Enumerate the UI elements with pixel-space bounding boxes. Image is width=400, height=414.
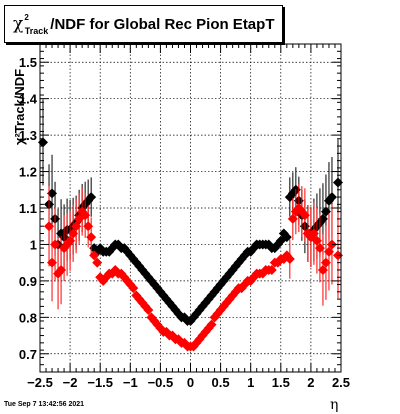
x-tick-label: 2 — [307, 375, 314, 390]
chart-title: χ2 Track/NDF for Global Rec Pion EtapT — [13, 13, 275, 36]
red-series-point — [71, 221, 82, 232]
x-axis-label: η — [330, 397, 339, 413]
red-series-point — [314, 243, 325, 254]
red-series-point — [80, 210, 91, 221]
red-series-point — [287, 213, 298, 224]
title-subscript: Track — [24, 26, 49, 36]
black-series-point — [38, 137, 49, 148]
red-series-point — [320, 257, 331, 268]
title-superscript: 2 — [24, 13, 29, 22]
black-series-point — [326, 192, 337, 203]
y-tick-label: 1.5 — [19, 55, 37, 70]
red-series-point — [44, 221, 55, 232]
red-series-point — [323, 246, 334, 257]
y-tick-label: 0.7 — [19, 347, 37, 362]
title-text: /NDF for Global Rec Pion EtapT — [50, 16, 275, 33]
axis-ticks — [39, 43, 342, 373]
black-series-point — [86, 192, 97, 203]
y-tick-label: 1.2 — [19, 165, 37, 180]
red-series-point — [86, 232, 97, 243]
black-series-point — [281, 232, 292, 243]
red-series-point — [83, 221, 94, 232]
x-tick-label: 1.5 — [272, 375, 290, 390]
y-tick-label: 1.1 — [19, 201, 37, 216]
x-tick-label: 0 — [187, 375, 194, 390]
red-series-point — [68, 228, 79, 239]
black-series-point — [47, 188, 58, 199]
red-series-point — [128, 283, 139, 294]
tick-labels: −2.5 −2 −1.5 −1 −0.5 0 0.5 1 1.5 2 2.5 0.7 0.8 0.9 1 1.… — [19, 55, 350, 390]
x-tick-label: 0.5 — [212, 375, 230, 390]
x-tick-label: −2 — [63, 375, 78, 390]
black-series-point — [320, 206, 331, 217]
red-series-point — [308, 228, 319, 239]
red-series-point — [50, 239, 61, 250]
y-tick-label: 0.9 — [19, 274, 37, 289]
y-tick-label: 1.3 — [19, 128, 37, 143]
datestamp: Tue Sep 7 13:42:56 2021 — [4, 401, 85, 408]
x-tick-label: −2.5 — [27, 375, 53, 390]
red-series-point — [266, 264, 277, 275]
y-tick-label: 0.8 — [19, 310, 37, 325]
y-axis-label: χ²Track/NDF — [12, 68, 27, 145]
red-series-point — [299, 210, 310, 221]
red-series-point — [143, 305, 154, 316]
y-tick-label: 1 — [30, 237, 37, 252]
red-series-point — [317, 264, 328, 275]
black-series-point — [317, 213, 328, 224]
red-series-point — [311, 235, 322, 246]
x-tick-label: −0.5 — [148, 375, 174, 390]
data-points — [38, 99, 343, 352]
y-tick-label: 1.4 — [19, 92, 38, 107]
red-series-point — [65, 235, 76, 246]
red-series-point — [56, 264, 67, 275]
grid — [39, 44, 342, 372]
x-tick-label: −1 — [123, 375, 138, 390]
x-tick-label: 2.5 — [332, 375, 350, 390]
title-chi-symbol: χ — [13, 14, 24, 34]
title-box: χ2 Track/NDF for Global Rec Pion EtapT — [4, 5, 283, 43]
x-tick-label: −1.5 — [87, 375, 113, 390]
red-series-point — [92, 257, 103, 268]
x-tick-label: 1 — [247, 375, 254, 390]
red-series-point — [284, 254, 295, 265]
red-series-point — [47, 257, 58, 268]
red-series-point — [326, 239, 337, 250]
red-series-point — [89, 250, 100, 261]
red-series-point — [206, 319, 217, 330]
